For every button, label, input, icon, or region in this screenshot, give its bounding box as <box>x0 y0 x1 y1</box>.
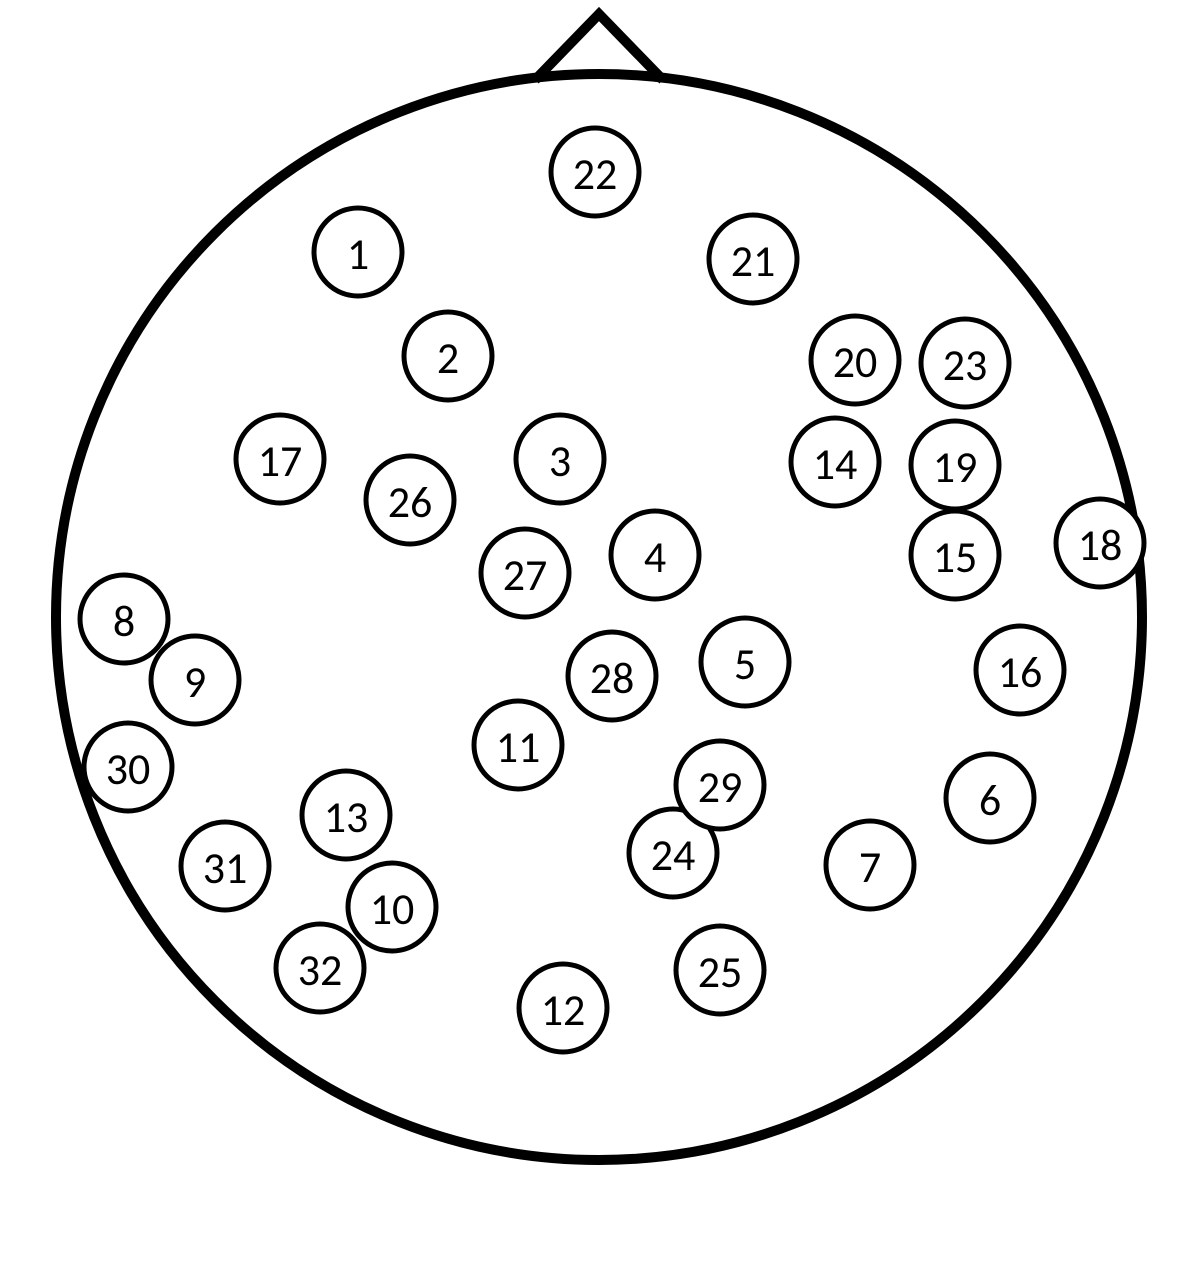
electrode-2: 2 <box>404 312 492 400</box>
electrode-27: 27 <box>481 529 569 617</box>
electrode-label: 29 <box>698 760 743 814</box>
electrode-31: 31 <box>181 822 269 910</box>
electrode-label: 13 <box>324 790 369 844</box>
electrode-9: 9 <box>151 636 239 724</box>
electrode-label: 8 <box>113 594 135 648</box>
electrode-label: 6 <box>979 773 1001 827</box>
electrode-label: 5 <box>734 637 756 691</box>
eeg-head-diagram: 1234567891011121314151617181920212223242… <box>0 0 1197 1261</box>
electrode-label: 12 <box>541 983 586 1037</box>
electrode-label: 9 <box>184 655 206 709</box>
electrode-26: 26 <box>366 456 454 544</box>
electrode-15: 15 <box>911 511 999 599</box>
electrode-label: 23 <box>943 338 988 392</box>
electrode-6: 6 <box>946 754 1034 842</box>
electrode-28: 28 <box>568 632 656 720</box>
electrode-label: 15 <box>933 530 978 584</box>
diagram-stage: 1234567891011121314151617181920212223242… <box>0 0 1197 1261</box>
electrode-14: 14 <box>791 418 879 506</box>
electrode-label: 31 <box>203 841 248 895</box>
electrode-7: 7 <box>826 821 914 909</box>
electrode-19: 19 <box>911 421 999 509</box>
electrode-label: 25 <box>698 945 743 999</box>
electrode-label: 19 <box>933 440 978 494</box>
electrode-8: 8 <box>80 575 168 663</box>
electrode-16: 16 <box>976 626 1064 714</box>
electrode-29: 29 <box>676 741 764 829</box>
electrode-23: 23 <box>921 319 1009 407</box>
electrode-1: 1 <box>314 208 402 296</box>
electrode-21: 21 <box>709 215 797 303</box>
electrode-label: 28 <box>590 651 635 705</box>
electrode-label: 4 <box>644 530 666 584</box>
electrode-17: 17 <box>236 415 324 503</box>
electrode-5: 5 <box>701 618 789 706</box>
electrode-label: 22 <box>573 147 618 201</box>
electrode-label: 27 <box>503 548 548 602</box>
electrode-label: 1 <box>347 227 369 281</box>
electrode-label: 32 <box>298 943 343 997</box>
electrode-20: 20 <box>811 316 899 404</box>
electrode-label: 21 <box>731 234 776 288</box>
electrode-12: 12 <box>519 964 607 1052</box>
electrode-label: 11 <box>496 720 541 774</box>
electrode-32: 32 <box>276 924 364 1012</box>
electrode-label: 14 <box>813 437 858 491</box>
electrode-13: 13 <box>302 771 390 859</box>
electrode-25: 25 <box>676 926 764 1014</box>
electrode-label: 3 <box>549 434 571 488</box>
electrode-label: 16 <box>998 645 1043 699</box>
electrode-label: 7 <box>859 840 881 894</box>
electrode-label: 24 <box>651 828 696 882</box>
electrode-label: 18 <box>1078 518 1123 572</box>
electrode-label: 20 <box>833 335 878 389</box>
electrode-3: 3 <box>516 415 604 503</box>
electrode-10: 10 <box>348 863 436 951</box>
electrode-label: 26 <box>388 475 433 529</box>
electrode-30: 30 <box>84 723 172 811</box>
electrode-18: 18 <box>1056 499 1144 587</box>
electrode-11: 11 <box>474 701 562 789</box>
electrode-22: 22 <box>551 128 639 216</box>
electrode-4: 4 <box>611 511 699 599</box>
electrode-label: 2 <box>437 331 459 385</box>
electrode-label: 17 <box>258 434 303 488</box>
electrode-label: 10 <box>370 882 415 936</box>
electrode-label: 30 <box>106 742 151 796</box>
